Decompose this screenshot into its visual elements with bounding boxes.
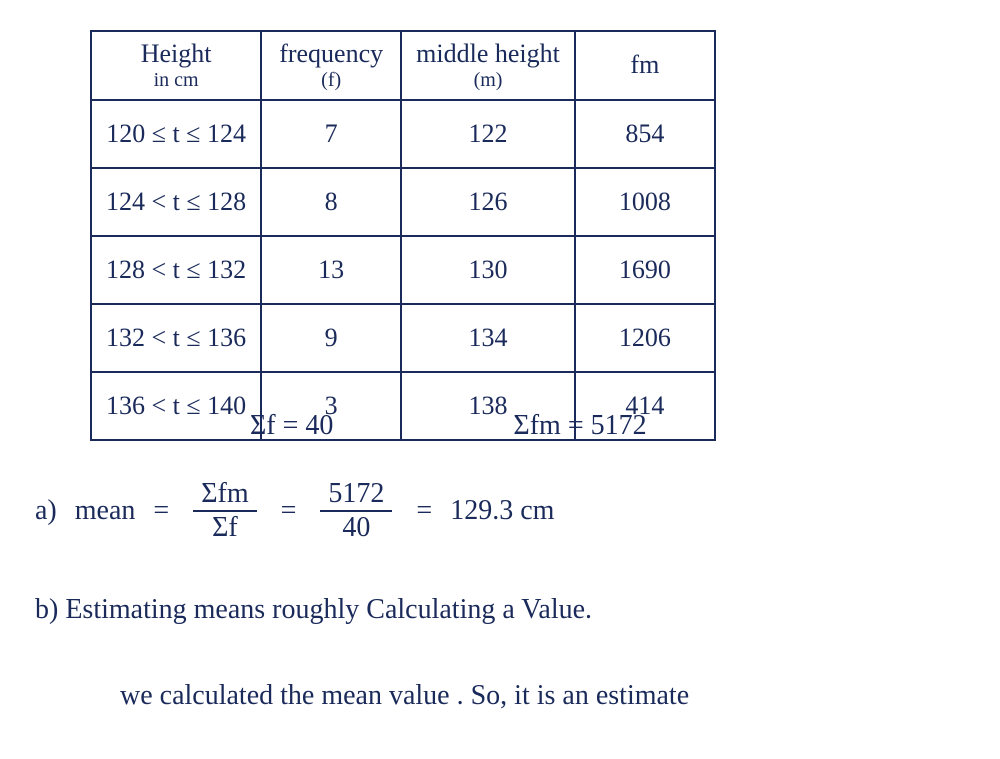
frac-den: 40 [342, 512, 370, 542]
cell-fm: 1206 [575, 304, 715, 372]
fraction-numeric: 5172 40 [320, 480, 392, 542]
part-b-line1: b) Estimating means roughly Calculating … [35, 590, 965, 629]
cell-m: 126 [401, 168, 575, 236]
sum-fm: Σfm = 5172 [513, 410, 646, 442]
cell-height: 128 < t ≤ 132 [91, 236, 261, 304]
col-header-frequency: frequency (f) [261, 31, 401, 100]
part-b-text1: Estimating means roughly Calculating a V… [65, 594, 592, 625]
cell-fm: 854 [575, 100, 715, 168]
cell-height: 124 < t ≤ 128 [91, 168, 261, 236]
cell-fm: 1690 [575, 236, 715, 304]
col-header-sublabel: (m) [416, 69, 560, 91]
col-header-label: Height [141, 39, 212, 68]
table-row: 124 < t ≤ 128 8 126 1008 [91, 168, 715, 236]
equals-sign: = [153, 495, 169, 527]
cell-m: 130 [401, 236, 575, 304]
column-sums: Σf = 40 Σfm = 5172 [250, 410, 647, 442]
table-row: 128 < t ≤ 132 13 130 1690 [91, 236, 715, 304]
cell-f: 7 [261, 100, 401, 168]
cell-m: 134 [401, 304, 575, 372]
equals-sign: = [416, 495, 432, 527]
equals-sign: = [281, 495, 297, 527]
cell-m: 122 [401, 100, 575, 168]
col-header-fm: fm [575, 31, 715, 100]
cell-height: 120 ≤ t ≤ 124 [91, 100, 261, 168]
col-header-label: middle height [416, 39, 560, 68]
cell-fm: 1008 [575, 168, 715, 236]
table-row: 120 ≤ t ≤ 124 7 122 854 [91, 100, 715, 168]
table-header-row: Height in cm frequency (f) middle height… [91, 31, 715, 100]
col-header-label: fm [630, 50, 659, 79]
mean-label: mean [75, 495, 136, 527]
col-header-sublabel: (f) [276, 69, 386, 91]
cell-height: 136 < t ≤ 140 [91, 372, 261, 440]
sum-f: Σf = 40 [250, 410, 333, 442]
frac-num: 5172 [320, 480, 392, 512]
handwritten-page: Height in cm frequency (f) middle height… [0, 0, 1000, 759]
col-header-label: frequency [279, 39, 383, 68]
frac-num: Σfm [193, 480, 256, 512]
part-a-line: a) mean = Σfm Σf = 5172 40 = 129.3 cm [35, 480, 554, 542]
col-header-height: Height in cm [91, 31, 261, 100]
part-b-marker: b) [35, 594, 58, 625]
col-header-sublabel: in cm [106, 69, 246, 91]
part-b-line2: we calculated the mean value . So, it is… [120, 680, 980, 712]
frac-den: Σf [212, 512, 238, 542]
fraction-symbolic: Σfm Σf [193, 480, 256, 542]
mean-result: 129.3 cm [450, 495, 554, 527]
table-row: 132 < t ≤ 136 9 134 1206 [91, 304, 715, 372]
part-a-marker: a) [35, 495, 57, 527]
col-header-middle: middle height (m) [401, 31, 575, 100]
cell-height: 132 < t ≤ 136 [91, 304, 261, 372]
part-b-text2: we calculated the mean value . So, it is… [120, 680, 689, 711]
cell-f: 9 [261, 304, 401, 372]
frequency-table: Height in cm frequency (f) middle height… [90, 30, 716, 441]
cell-f: 13 [261, 236, 401, 304]
cell-f: 8 [261, 168, 401, 236]
